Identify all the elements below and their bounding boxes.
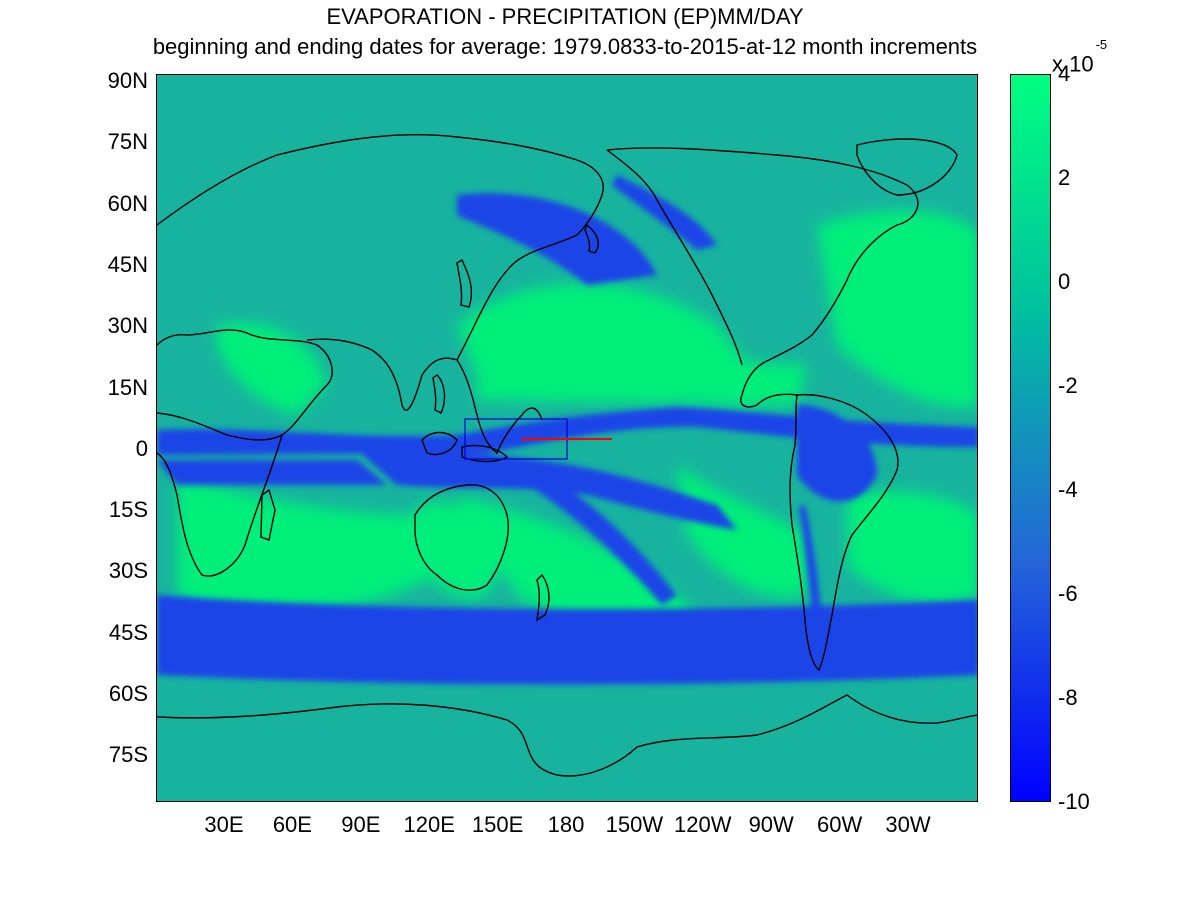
lat-label: 30S [108,558,148,584]
lon-label: 120E [403,812,455,837]
kuroshio-low [457,193,657,285]
south-pacific-high [457,495,717,641]
map-plot-area [156,74,978,802]
evaporation-zones [177,211,977,641]
coastline-new-zealand [536,573,550,622]
indian-ocean-low [157,460,387,485]
lat-label: 45N [107,251,148,277]
coastline-antarctica [157,694,977,777]
map-title: EVAPORATION - PRECIPITATION (EP)MM/DAY [326,4,804,29]
coastline-east-asia [456,234,578,361]
lon-label: 30E [204,812,244,837]
lat-label: 15S [108,497,148,523]
map-subtitle: beginning and ending dates for average: … [152,34,978,59]
colorbar [1010,74,1051,802]
colorbar-tick-label: 4 [1058,61,1071,86]
coastline-north-america [606,147,919,408]
colorbar-tick-label: -2 [1058,373,1078,398]
lon-label: 60E [272,812,312,837]
south-atlantic-high [847,491,977,603]
lon-label: 120W [674,812,732,837]
colorbar-exponent: x 10-5 [1052,37,1107,77]
south-pacific-east-high [677,465,807,597]
colorbar-tick-label: -6 [1058,581,1078,606]
coastline-africa [157,329,333,441]
coastline-south-africa [157,434,283,577]
lat-label: 30N [107,313,148,339]
colorbar-exponent-text: x 10 [1052,51,1094,77]
lat-label: 60N [107,190,148,216]
lat-label: 15N [107,374,148,400]
indian-ocean-high [177,475,457,615]
colorbar-tick-label: 0 [1058,269,1071,294]
lat-label: 45S [108,619,148,645]
southern-ocean-band [157,595,977,685]
pacific-trade-belt [477,350,807,405]
lon-label: 150E [471,812,524,837]
map-field [157,75,977,801]
south-pacific-convergence [527,470,677,605]
lat-label: 0 [135,435,148,461]
coastline-south-america [789,393,899,672]
colorbar-tick-label: -8 [1058,685,1078,710]
lat-label: 60S [108,681,148,706]
lon-label: 180 [547,812,585,837]
coastline-australia [414,484,509,591]
coastline-alaska-coast [606,149,743,366]
arabian-high [217,323,327,415]
coastline-kamchatka [584,223,599,254]
lat-label: 75N [107,129,148,155]
colorbar-tick-label: -4 [1058,477,1078,502]
coastline-southeast-asia [456,359,543,455]
coastline-eurasia-north [157,134,604,236]
lon-label: 30W [885,812,931,837]
precipitation-zones [157,175,977,685]
coastline-greenland [856,138,958,196]
colorbar-tick-label: 2 [1058,165,1071,190]
lat-label: 75S [108,742,148,768]
colorbar-exponent-power: -5 [1095,37,1108,52]
coastline-borneo-philippines [421,374,458,456]
lon-label: 90E [341,812,381,837]
lat-label: 90N [107,68,148,93]
colorbar-tick-label: -10 [1058,789,1090,814]
coastlines [157,134,977,777]
coastline-japan [456,259,473,308]
lon-label: 90W [748,812,794,837]
amazon-low [797,405,877,502]
coastline-madagascar [260,488,276,541]
coastline-arabia-india [306,338,458,411]
coastline-new-guinea [461,444,509,463]
lon-label: 60W [816,812,863,837]
australia-high [417,502,507,598]
lon-label: 150W [605,812,664,837]
andes-low [799,505,825,667]
